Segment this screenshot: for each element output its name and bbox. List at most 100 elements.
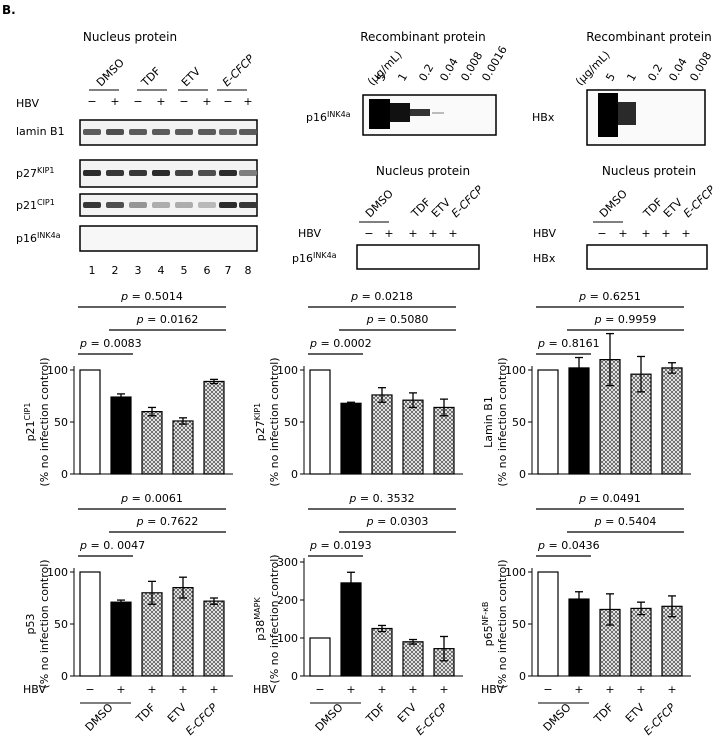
hbv-sign: + <box>346 683 355 696</box>
bar <box>141 411 163 475</box>
lane-number: 5 <box>181 264 188 277</box>
p-value-label: p = 0.7622 <box>136 515 199 528</box>
bar-chart: 0 50 100 p53 (% no infection control) p = 0.0… <box>24 492 233 689</box>
concentration-label: 1 <box>624 71 639 84</box>
recombinant-p16-title: Recombinant protein <box>360 30 486 44</box>
blot-left-title: Nucleus protein <box>83 30 177 44</box>
y-tick-label: 300 <box>277 556 298 569</box>
treatment-label: DMSO <box>363 187 396 220</box>
treatment-label: DMSO <box>313 701 346 734</box>
y-axis-label: (% no infection control) <box>268 554 281 683</box>
treatment-label: DMSO <box>94 56 127 89</box>
hbv-sign: − <box>543 683 552 696</box>
band <box>219 170 237 176</box>
hbv-sign: + <box>574 683 583 696</box>
band <box>390 103 410 122</box>
hbv-label: HBV <box>298 227 321 240</box>
p-value-label: p = 0.6251 <box>578 290 641 303</box>
hbv-label: HBV <box>16 97 39 110</box>
hbv-sign: + <box>209 683 218 696</box>
blot-left-treatments: DMSO TDF ETV E-CFCP <box>89 52 257 91</box>
hbv-sign: + <box>448 227 457 240</box>
y-tick-label: 100 <box>277 632 298 645</box>
hbv-signs: − + − + − + − + <box>87 95 252 108</box>
treatment-label: TDF <box>133 701 158 726</box>
hbv-sign: + <box>377 683 386 696</box>
lane-number: 6 <box>204 264 211 277</box>
treatment-label: TDF <box>640 196 665 221</box>
band <box>152 129 170 135</box>
bar <box>79 369 101 475</box>
treatment-label: TDF <box>408 196 433 221</box>
band <box>239 129 257 135</box>
p-value-label: p = 0.0303 <box>366 515 429 528</box>
hbv-sign: + <box>202 95 211 108</box>
y-tick-label: 0 <box>519 670 526 683</box>
bar <box>537 571 559 677</box>
hbv-sign: + <box>667 683 676 696</box>
recombinant-hbx-title: Recombinant protein <box>586 30 712 44</box>
hbv-sign: + <box>243 95 252 108</box>
unit-label: (μg/mL) <box>573 48 613 88</box>
bar <box>110 601 132 677</box>
hbv-sign: − <box>179 95 188 108</box>
row-label-p27: p27KIP1 <box>16 166 55 180</box>
hbv-sign: + <box>641 227 650 240</box>
bar <box>203 600 225 677</box>
hbv-sign: − <box>87 95 96 108</box>
hbv-sign: + <box>428 227 437 240</box>
concentration-label: 1 <box>395 71 410 84</box>
hbv-signs: − + + + + <box>597 227 690 240</box>
band <box>219 129 237 135</box>
p-value-label: p = 0. 0047 <box>79 539 145 552</box>
hbv-sign: − <box>315 683 324 696</box>
y-tick-label: 100 <box>505 364 526 377</box>
hbv-sign: + <box>661 227 670 240</box>
hbv-sign: + <box>156 95 165 108</box>
p-value-label: p = 0.5014 <box>120 290 183 303</box>
p-value-label: p = 0.0162 <box>136 313 199 326</box>
bar <box>172 420 194 475</box>
y-tick-label: 50 <box>512 618 526 631</box>
hbv-sign: + <box>116 683 125 696</box>
band <box>83 170 101 176</box>
nucleus-hbx-title: Nucleus protein <box>602 164 696 178</box>
hbv-sign: − <box>133 95 142 108</box>
p-value-label: p = 0.0193 <box>309 539 372 552</box>
bar <box>309 637 331 677</box>
bar <box>340 582 362 677</box>
treatment-label: ETV <box>179 65 204 90</box>
band <box>198 170 216 176</box>
y-axis-label: (% no infection control) <box>268 357 281 486</box>
band <box>106 129 124 135</box>
y-tick-label: 100 <box>277 364 298 377</box>
band <box>219 202 237 208</box>
lane-number: 8 <box>245 264 252 277</box>
p-value-label: p = 0.0491 <box>578 492 641 505</box>
treatment-label: TDF <box>363 701 388 726</box>
hbv-sign: + <box>147 683 156 696</box>
y-axis-label: p27KIP1 <box>253 403 267 442</box>
treatment-label: DMSO <box>541 701 574 734</box>
concentration-label: 0.0016 <box>479 44 510 84</box>
bar <box>172 586 194 677</box>
blot-nucleus-hbx: Nucleus protein DMSO TDF ETV E-CFCP HBV … <box>533 164 714 270</box>
bar <box>371 627 393 677</box>
treatment-label: ETV <box>429 196 454 221</box>
band <box>106 202 124 208</box>
hbv-sign: + <box>384 227 393 240</box>
p-value-label: p = 0. 3532 <box>348 492 414 505</box>
hbv-sign: + <box>636 683 645 696</box>
treatment-label: ETV <box>165 701 190 726</box>
hbv-sign: + <box>178 683 187 696</box>
treatment-label: ETV <box>623 701 648 726</box>
treatment-label: E-CFCP <box>183 701 220 737</box>
bar <box>568 367 590 475</box>
bar <box>371 394 393 475</box>
p-value-label: p = 0.9959 <box>594 313 657 326</box>
y-tick-label: 50 <box>54 416 68 429</box>
bar-chart: 0 100 200 300 p38MAPK (% no infection control… <box>253 492 463 684</box>
